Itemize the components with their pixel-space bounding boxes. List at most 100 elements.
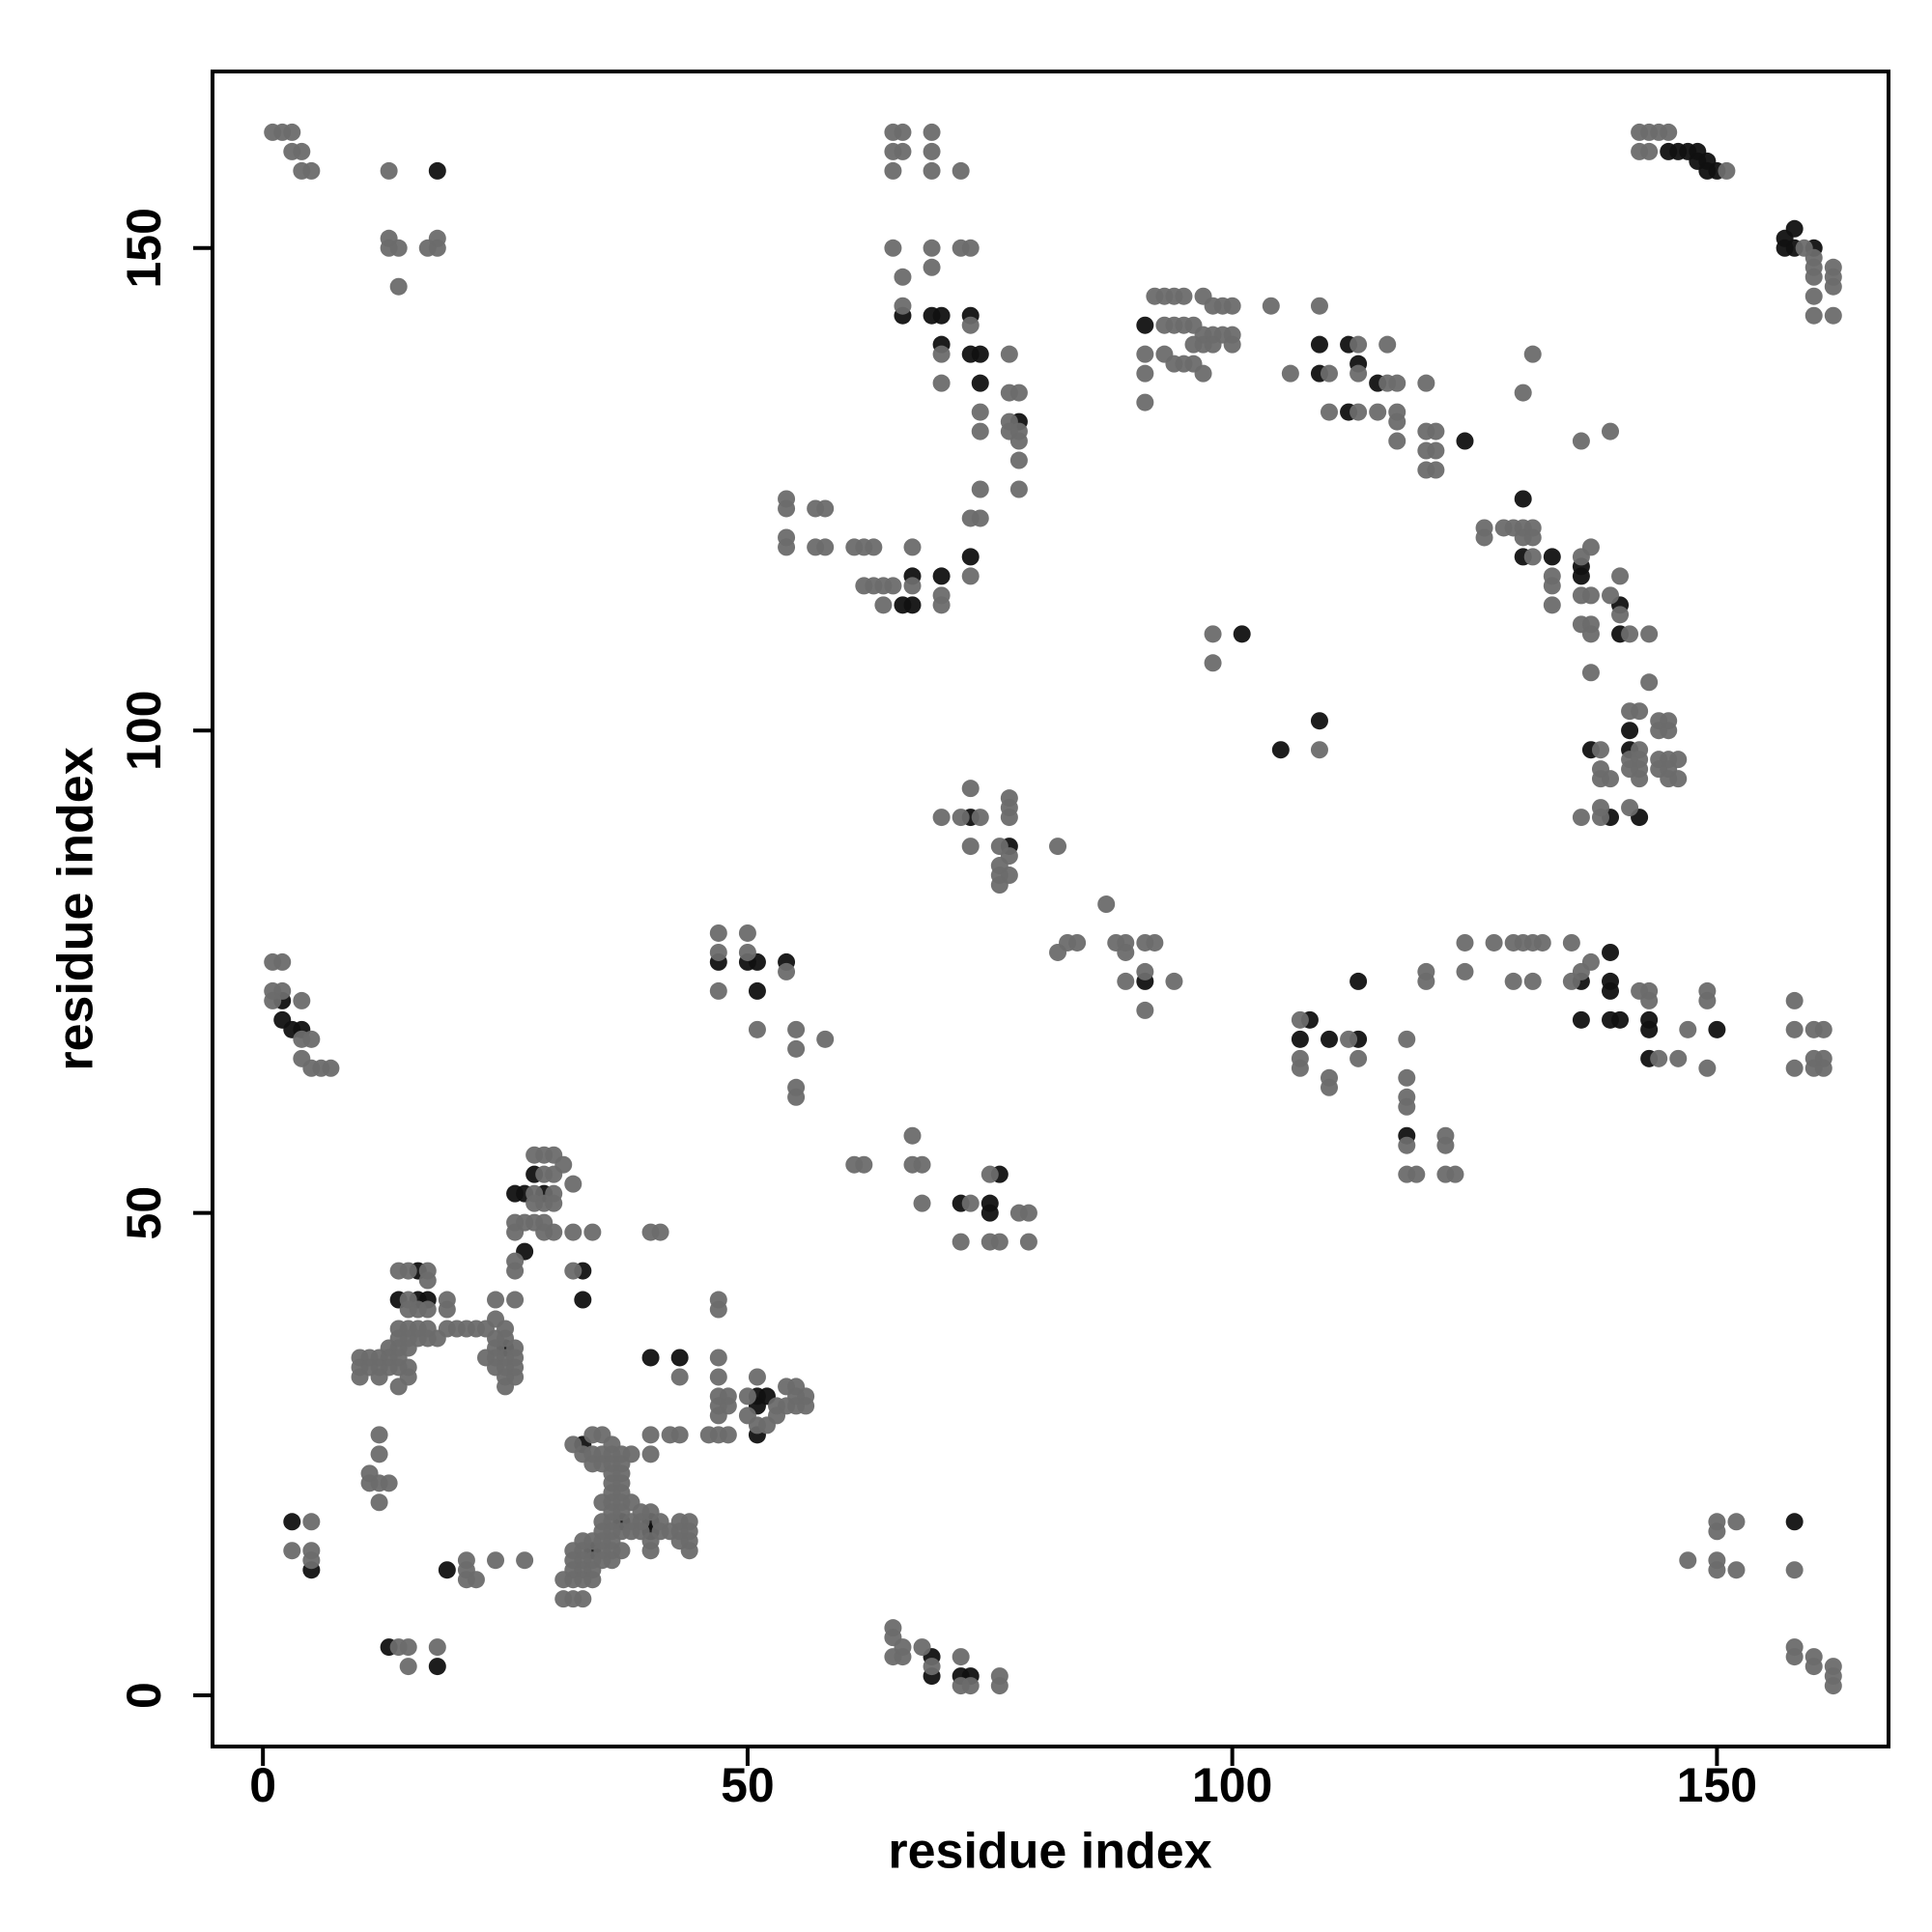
point <box>894 268 912 286</box>
point <box>283 1513 301 1531</box>
point <box>778 499 796 518</box>
point <box>903 1126 922 1145</box>
point <box>913 1638 931 1657</box>
point <box>506 1291 525 1309</box>
point <box>709 1349 727 1367</box>
point <box>1708 1522 1726 1541</box>
point <box>952 1233 970 1251</box>
point <box>816 499 835 518</box>
point <box>971 374 989 392</box>
point <box>506 1223 525 1241</box>
point <box>293 142 311 160</box>
point <box>302 1551 321 1570</box>
point <box>719 1426 737 1444</box>
point <box>1669 1049 1688 1067</box>
point <box>1398 1097 1416 1116</box>
point <box>1679 1020 1697 1038</box>
point <box>932 374 951 392</box>
point <box>1194 364 1212 383</box>
point <box>1708 1020 1726 1038</box>
point <box>778 538 796 556</box>
plot-frame <box>211 70 1890 1748</box>
point <box>293 991 311 1009</box>
point <box>952 161 970 180</box>
point <box>1621 625 1639 643</box>
point <box>1523 972 1542 990</box>
point <box>1572 809 1590 827</box>
point <box>1049 838 1067 856</box>
point <box>1698 161 1717 180</box>
point <box>961 567 980 585</box>
point <box>1708 1561 1726 1579</box>
point <box>990 876 1009 895</box>
point <box>1146 933 1164 952</box>
point <box>1117 943 1135 961</box>
point <box>1475 528 1493 547</box>
point <box>1175 287 1193 305</box>
point <box>418 1300 437 1319</box>
point <box>497 1378 515 1396</box>
point <box>1660 123 1678 141</box>
point <box>641 1445 660 1463</box>
y-tick-label: 150 <box>117 208 171 288</box>
point <box>932 809 951 827</box>
point <box>894 142 912 160</box>
point <box>1310 297 1328 315</box>
point <box>1019 1204 1037 1222</box>
point <box>1320 1078 1338 1096</box>
point <box>641 1542 660 1560</box>
point <box>1165 972 1183 990</box>
point <box>1543 577 1561 595</box>
point <box>1591 799 1609 817</box>
point <box>1310 741 1328 759</box>
point <box>467 1571 485 1589</box>
point <box>1000 345 1018 363</box>
point <box>1824 268 1842 286</box>
point <box>1223 297 1241 315</box>
point <box>680 1542 698 1560</box>
point <box>1136 345 1154 363</box>
point <box>1562 933 1580 952</box>
point <box>1019 1233 1037 1251</box>
point <box>738 923 756 942</box>
point <box>961 838 980 856</box>
point <box>399 1658 417 1676</box>
point <box>709 1368 727 1386</box>
point <box>370 1368 388 1386</box>
point <box>1611 567 1630 585</box>
point <box>1523 345 1542 363</box>
point <box>1350 972 1368 990</box>
point <box>1427 461 1445 479</box>
point <box>709 943 727 961</box>
point <box>932 567 951 585</box>
point <box>748 1020 766 1038</box>
point <box>1533 933 1551 952</box>
point <box>884 577 902 595</box>
point <box>748 981 766 1000</box>
point <box>545 1194 563 1212</box>
point <box>438 1561 456 1579</box>
point <box>1621 722 1639 740</box>
point <box>709 981 727 1000</box>
point <box>738 1387 756 1406</box>
point <box>923 1658 941 1676</box>
point <box>264 991 282 1009</box>
point <box>1727 1561 1746 1579</box>
point <box>564 1175 582 1193</box>
point <box>1417 972 1435 990</box>
point <box>923 239 941 257</box>
point <box>1631 770 1649 788</box>
point <box>1281 364 1299 383</box>
point <box>816 538 835 556</box>
point <box>1591 741 1609 759</box>
point <box>1640 991 1659 1009</box>
point <box>1291 1059 1309 1077</box>
point <box>438 1300 456 1319</box>
point <box>428 161 446 180</box>
point <box>1572 567 1590 585</box>
point <box>797 1397 815 1415</box>
point <box>1804 306 1823 325</box>
point <box>1572 1010 1590 1029</box>
point <box>1504 972 1522 990</box>
point <box>932 596 951 614</box>
